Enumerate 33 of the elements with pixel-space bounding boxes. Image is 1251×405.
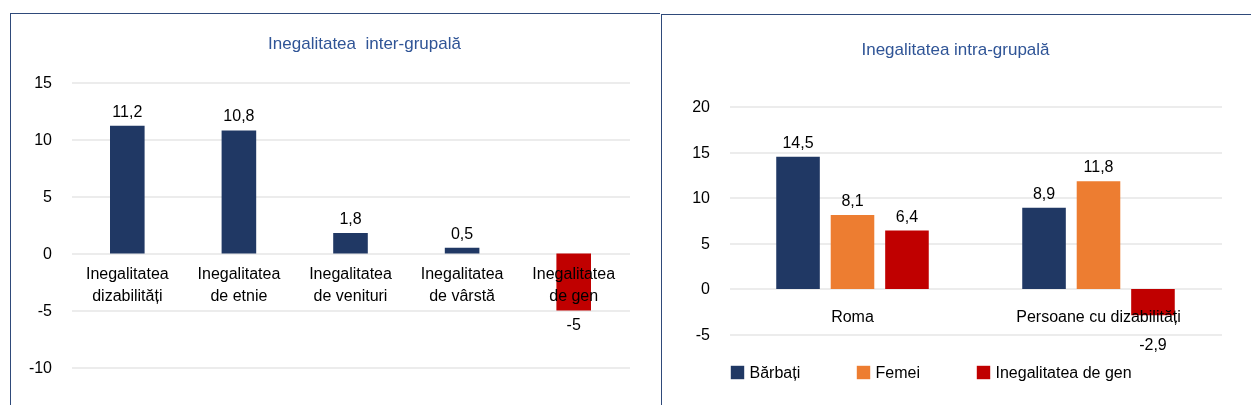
y-tick-label: -5 [695,326,711,343]
y-tick-label: 15 [34,74,53,91]
y-tick-label: 10 [34,131,53,148]
legend-label: Inegalitatea de gen [995,363,1132,381]
legend-label: Bărbați [749,363,801,381]
data-label: -2,9 [1139,335,1167,353]
data-label: 11,8 [1083,158,1114,176]
data-label: 8,1 [841,192,864,210]
x-tick-label: Inegalitatea de etnie [197,265,281,304]
y-tick-label: 10 [692,189,711,207]
y-tick-label: 20 [692,98,711,115]
data-label: 6,4 [895,207,919,225]
y-tick-label: 15 [692,143,711,161]
y-tick-label: -5 [37,302,53,319]
y-tick-label: 5 [43,188,53,205]
chart-title: Inegalitatea intra-grupală [861,39,1051,59]
data-label: 11,2 [112,102,143,120]
data-label: -5 [566,315,581,333]
y-tick-label: 5 [701,234,711,252]
x-tick-label: Inegalitatea dizabilități [85,265,169,304]
data-label: 8,9 [1032,184,1056,202]
data-label: 14,5 [782,133,814,151]
y-tick-label: 0 [701,280,711,298]
data-label: 1,8 [339,209,362,227]
x-tick-label: Inegalitatea de vârstă [420,265,504,304]
chart-title: Inegalitatea inter-grupală [268,33,462,53]
x-tick-label: Roma [831,308,874,326]
x-tick-label: Inegalitatea de venituri [309,265,392,304]
y-tick-label: 0 [43,245,53,262]
legend-label: Femei [875,363,920,381]
y-tick-label: -10 [28,359,53,376]
data-label: 0,5 [450,224,474,242]
data-label: 10,8 [223,107,255,125]
